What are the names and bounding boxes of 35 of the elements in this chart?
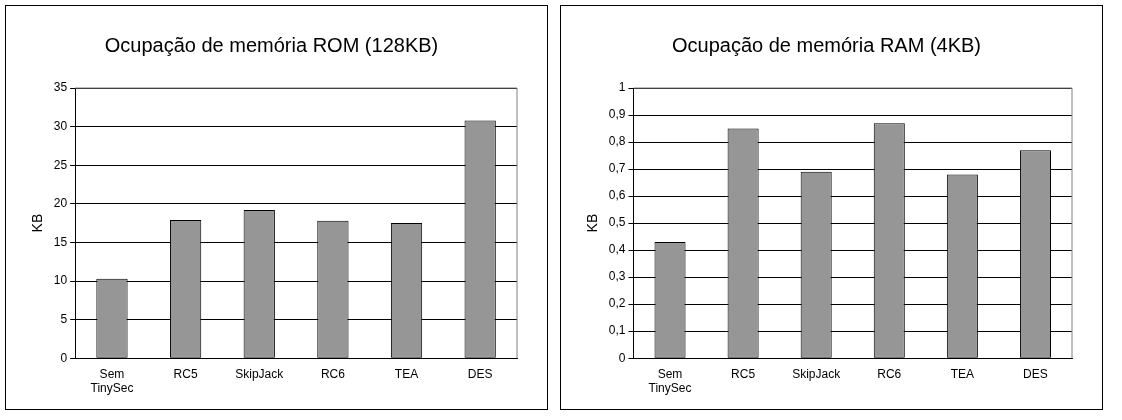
y-axis-title: KB xyxy=(584,213,601,233)
y-tick-label: 5 xyxy=(60,311,68,326)
x-tick-label: TEA xyxy=(394,366,419,381)
y-tick-label: 35 xyxy=(53,80,68,95)
x-tick-label: DES xyxy=(467,366,493,381)
y-tick-label: 0,1 xyxy=(608,323,626,338)
y-tick-label: 15 xyxy=(53,234,68,249)
y-tick-label: 0 xyxy=(618,350,626,365)
y-tick-label: 0,7 xyxy=(608,161,626,176)
x-tick-label: RC6 xyxy=(320,366,346,381)
y-tick-label: 0,8 xyxy=(608,134,626,149)
x-tick-label: DES xyxy=(1023,366,1048,381)
x-tick-label: SkipJack xyxy=(235,366,285,381)
x-tick-label: RC5 xyxy=(731,366,756,381)
y-tick-label: 0,6 xyxy=(608,188,626,203)
x-tick-label: SkipJack xyxy=(792,366,842,381)
x-tick-label: RC6 xyxy=(877,366,902,381)
y-tick-label: 0 xyxy=(60,350,68,365)
x-tick-label: Sem TinySec xyxy=(90,366,134,396)
y-tick-label: 0,3 xyxy=(608,269,626,284)
chart-title: Ocupação de memória ROM (128KB) xyxy=(104,33,439,56)
y-tick-label: 20 xyxy=(53,196,68,211)
x-tick-label: TEA xyxy=(950,366,975,381)
y-tick-label: 0,9 xyxy=(608,107,626,122)
y-tick-label: 10 xyxy=(53,273,68,288)
y-tick-label: 0,5 xyxy=(608,215,626,230)
y-axis-title: KB xyxy=(29,213,46,233)
x-tick-label: RC5 xyxy=(173,366,198,381)
y-tick-label: 1 xyxy=(618,80,626,95)
y-tick-label: 30 xyxy=(53,118,68,133)
y-tick-label: 0,2 xyxy=(608,296,626,311)
x-tick-label: Sem TinySec xyxy=(648,366,692,396)
y-tick-label: 25 xyxy=(53,157,68,172)
y-tick-label: 0,4 xyxy=(608,242,626,257)
chart-title: Ocupação de memória RAM (4KB) xyxy=(671,33,982,56)
